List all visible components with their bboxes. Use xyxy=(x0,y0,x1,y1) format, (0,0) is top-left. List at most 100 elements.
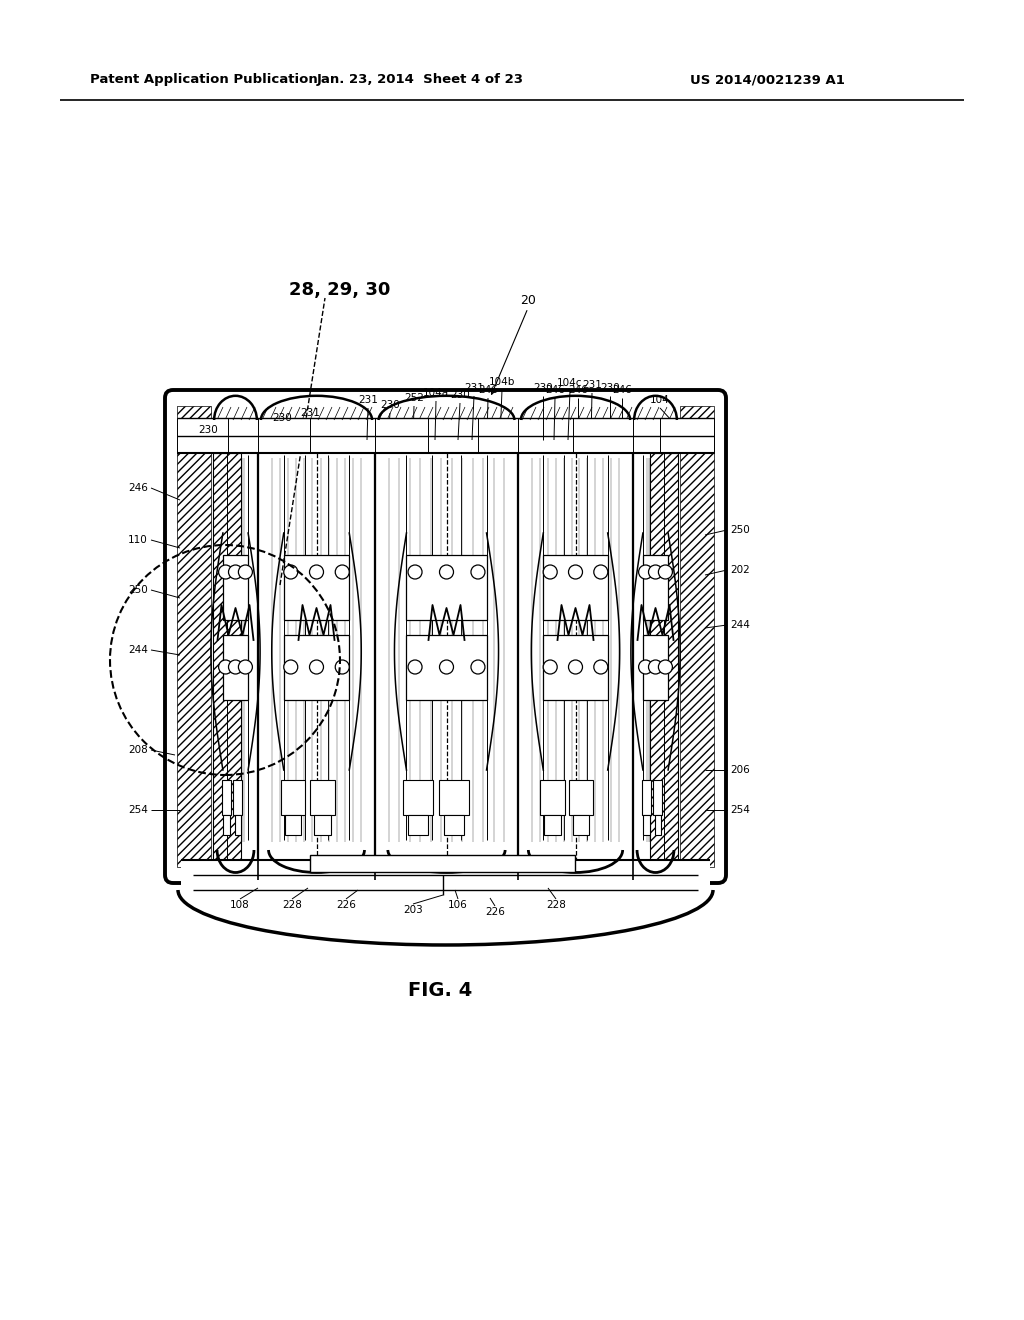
Bar xyxy=(642,780,651,814)
Text: 104c: 104c xyxy=(557,378,583,388)
Circle shape xyxy=(335,660,349,675)
Text: 244: 244 xyxy=(730,620,750,630)
Text: 106: 106 xyxy=(449,900,468,909)
Circle shape xyxy=(239,660,252,675)
Bar xyxy=(643,554,668,620)
Bar xyxy=(478,418,518,453)
Text: 208: 208 xyxy=(128,744,148,755)
Bar xyxy=(569,780,593,814)
Text: US 2014/0021239 A1: US 2014/0021239 A1 xyxy=(690,74,845,87)
Bar xyxy=(234,814,241,836)
Bar xyxy=(438,780,469,814)
Circle shape xyxy=(568,565,583,579)
Bar xyxy=(544,554,607,620)
Bar xyxy=(573,814,589,836)
Bar xyxy=(223,814,229,836)
Bar xyxy=(213,453,241,861)
Circle shape xyxy=(408,565,422,579)
Bar xyxy=(258,418,310,453)
Bar xyxy=(643,814,649,836)
Circle shape xyxy=(408,660,422,675)
Text: 104b: 104b xyxy=(488,378,515,387)
Circle shape xyxy=(594,565,608,579)
Text: 246: 246 xyxy=(568,385,588,395)
Text: 110: 110 xyxy=(128,535,148,545)
Circle shape xyxy=(439,565,454,579)
Text: 254: 254 xyxy=(128,805,148,814)
Text: 254: 254 xyxy=(730,805,750,814)
Bar xyxy=(177,407,211,867)
Bar xyxy=(544,635,607,700)
Bar xyxy=(573,418,633,453)
Text: 246: 246 xyxy=(478,385,498,395)
Text: 231: 231 xyxy=(358,395,378,405)
Text: 230: 230 xyxy=(272,413,292,422)
Circle shape xyxy=(471,660,485,675)
Circle shape xyxy=(658,660,673,675)
Bar xyxy=(541,780,564,814)
Bar xyxy=(545,814,560,836)
Bar xyxy=(281,780,305,814)
Bar xyxy=(222,780,231,814)
Circle shape xyxy=(218,565,232,579)
Text: Jan. 23, 2014  Sheet 4 of 23: Jan. 23, 2014 Sheet 4 of 23 xyxy=(316,74,523,87)
Circle shape xyxy=(309,660,324,675)
Text: 104: 104 xyxy=(650,395,670,405)
Circle shape xyxy=(335,565,349,579)
Text: 226: 226 xyxy=(336,900,356,909)
Circle shape xyxy=(648,565,663,579)
Text: 203: 203 xyxy=(403,906,423,915)
Bar xyxy=(314,814,331,836)
Bar xyxy=(653,780,663,814)
Text: 246: 246 xyxy=(128,483,148,492)
Bar xyxy=(402,780,433,814)
Circle shape xyxy=(284,565,298,579)
Text: 250: 250 xyxy=(730,525,750,535)
Bar xyxy=(310,780,335,814)
Text: 230: 230 xyxy=(534,383,553,393)
Circle shape xyxy=(648,660,663,675)
Text: 252: 252 xyxy=(404,393,424,403)
Bar xyxy=(310,855,575,873)
Circle shape xyxy=(543,660,557,675)
Text: 231: 231 xyxy=(300,408,319,418)
Circle shape xyxy=(543,565,557,579)
Text: 226: 226 xyxy=(485,907,505,917)
Bar xyxy=(223,635,248,700)
Bar xyxy=(408,814,428,836)
Bar xyxy=(407,635,486,700)
Bar xyxy=(375,418,428,453)
Text: 20: 20 xyxy=(520,293,536,306)
Text: 230: 230 xyxy=(451,389,470,400)
Bar xyxy=(407,554,486,620)
Bar xyxy=(223,554,248,620)
Text: 108: 108 xyxy=(230,900,250,909)
Bar xyxy=(573,418,633,453)
Circle shape xyxy=(471,565,485,579)
Bar xyxy=(284,554,349,620)
Circle shape xyxy=(658,565,673,579)
Text: 250: 250 xyxy=(128,585,148,595)
Text: 28, 29, 30: 28, 29, 30 xyxy=(290,281,391,300)
Bar xyxy=(258,418,310,453)
Bar xyxy=(654,814,660,836)
Circle shape xyxy=(568,660,583,675)
Circle shape xyxy=(228,660,243,675)
Circle shape xyxy=(309,565,324,579)
Circle shape xyxy=(284,660,298,675)
Bar xyxy=(284,635,349,700)
Text: 244: 244 xyxy=(128,645,148,655)
Circle shape xyxy=(639,565,652,579)
Text: 206: 206 xyxy=(730,766,750,775)
Text: 228: 228 xyxy=(546,900,566,909)
Text: 231: 231 xyxy=(582,380,602,389)
Text: Patent Application Publication: Patent Application Publication xyxy=(90,74,317,87)
Bar xyxy=(643,635,668,700)
Bar xyxy=(443,814,464,836)
Bar xyxy=(375,418,428,453)
Circle shape xyxy=(594,660,608,675)
Text: 228: 228 xyxy=(282,900,302,909)
Text: 246: 246 xyxy=(545,385,565,395)
Circle shape xyxy=(228,565,243,579)
Circle shape xyxy=(239,565,252,579)
